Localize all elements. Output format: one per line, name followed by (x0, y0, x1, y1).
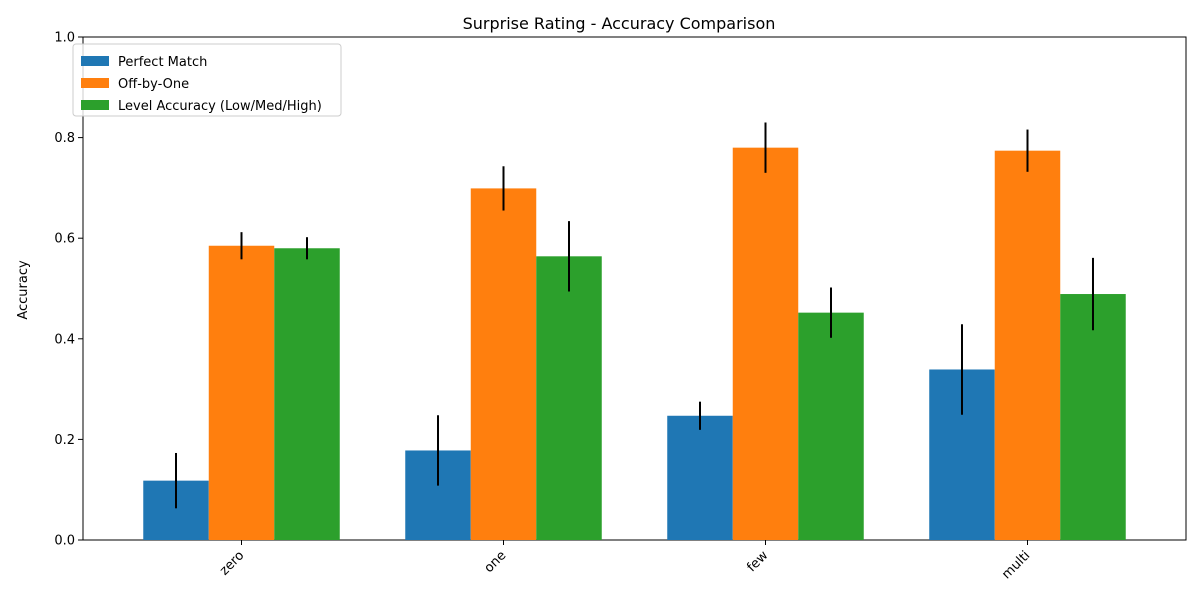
plot-frame (82, 36, 1187, 541)
legend-swatch (81, 100, 109, 110)
bar-few-2 (732, 147, 799, 540)
bar-zero-2 (208, 245, 275, 540)
legend-label: Level Accuracy (Low/Med/High) (118, 99, 322, 114)
y-tick-label: 0.0 (54, 534, 75, 549)
chart-title: Surprise Rating - Accuracy Comparison (463, 14, 776, 33)
bar-multi-2 (994, 150, 1061, 541)
plot-area (82, 36, 1187, 541)
bar-multi-3 (1060, 294, 1126, 540)
legend-box (72, 43, 342, 117)
y-tick-label: 0.6 (54, 232, 75, 247)
legend-swatch (81, 56, 109, 66)
bars (143, 147, 1126, 541)
legend-label: Off-by-One (118, 77, 189, 92)
legend-swatch (81, 78, 109, 88)
y-axis: 0.0 0.2 0.4 0.6 0.8 1.0 (54, 31, 83, 549)
y-axis-label: Accuracy (16, 260, 31, 320)
legend[interactable]: Perfect Match Off-by-One Level Accuracy (L… (72, 43, 342, 117)
error-bars (175, 122, 1094, 509)
bar-few-1 (667, 415, 733, 540)
bar-one-2 (470, 188, 537, 540)
y-tick-label: 0.2 (54, 433, 75, 448)
bar-zero-3 (274, 248, 340, 540)
bar-few-3 (798, 312, 864, 540)
bar-one-3 (536, 256, 602, 540)
y-tick-label: 0.4 (54, 332, 75, 347)
legend-label: Perfect Match (118, 55, 207, 70)
y-tick-label: 0.8 (54, 131, 75, 146)
y-tick-label: 1.0 (54, 31, 75, 46)
